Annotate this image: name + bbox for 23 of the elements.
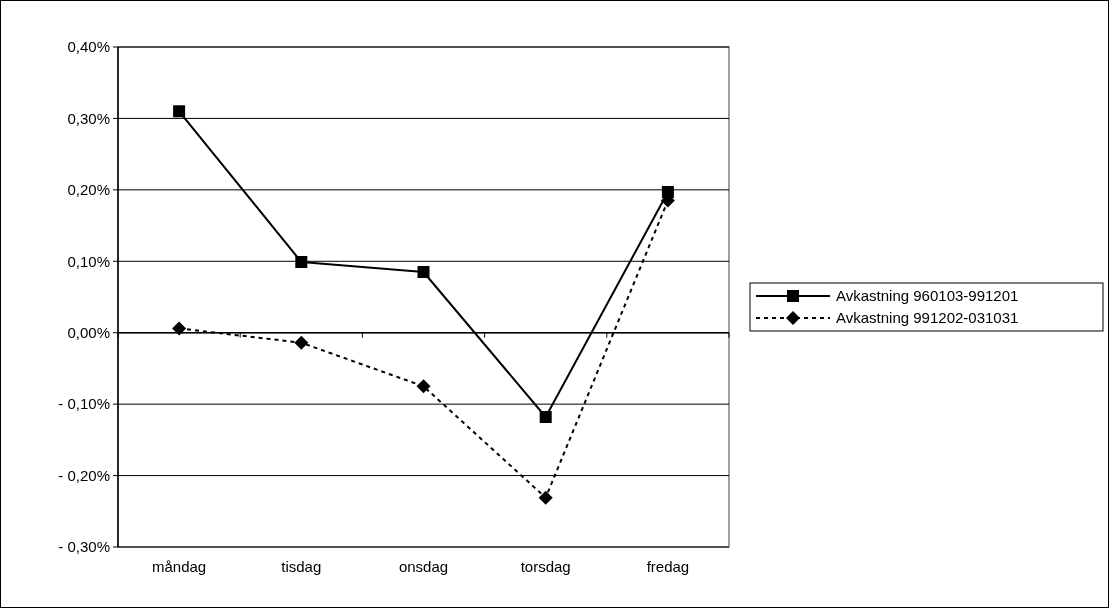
- y-tick-label: - 0,10%: [58, 395, 110, 413]
- x-tick-label: måndag: [151, 558, 207, 575]
- y-tick-label: 0,20%: [67, 181, 110, 199]
- legend-label: Avkastning 960103-991201: [836, 287, 1019, 305]
- y-tick-label: 0,00%: [67, 323, 110, 341]
- y-tick-label: 0,10%: [67, 252, 110, 270]
- legend-label: Avkastning 991202-031031: [836, 309, 1019, 327]
- point: [417, 266, 430, 278]
- point: [173, 105, 186, 118]
- y-tick-label: - 0,20%: [58, 466, 110, 484]
- x-tick-label: onsdag: [398, 558, 449, 575]
- x-tick-label: torsdag: [520, 558, 571, 575]
- point: [416, 379, 431, 394]
- x-tick-label: tisdag: [281, 558, 322, 575]
- y-tick-label: 0,40%: [67, 38, 110, 56]
- x-tick-label: fredag: [646, 558, 690, 575]
- point: [295, 256, 308, 268]
- y-tick-label: - 0,30%: [58, 538, 110, 556]
- point: [539, 411, 552, 423]
- point: [538, 490, 553, 505]
- point: [172, 321, 187, 336]
- y-tick-label: 0,30%: [67, 109, 110, 127]
- point: [294, 335, 309, 350]
